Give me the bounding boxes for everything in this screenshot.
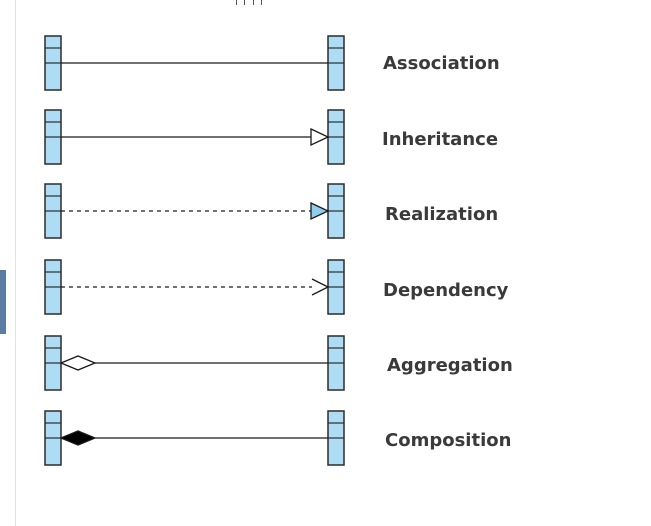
composition-label: Composition	[385, 430, 512, 451]
panel-left-border	[15, 0, 16, 526]
association-label: Association	[383, 53, 500, 74]
open-arrowhead	[311, 278, 330, 296]
filled-diamond-end	[59, 430, 97, 446]
hollow-triangle-arrowhead	[310, 127, 330, 147]
dependency-label: Dependency	[383, 280, 509, 301]
aggregation-label: Aggregation	[387, 355, 513, 376]
hollow-diamond-end	[59, 355, 97, 371]
side-tab[interactable]	[0, 270, 6, 334]
inheritance-label: Inheritance	[382, 129, 499, 150]
realization-arrowhead	[310, 201, 330, 221]
clipped-top-icon	[236, 0, 296, 5]
realization-label: Realization	[385, 204, 499, 225]
